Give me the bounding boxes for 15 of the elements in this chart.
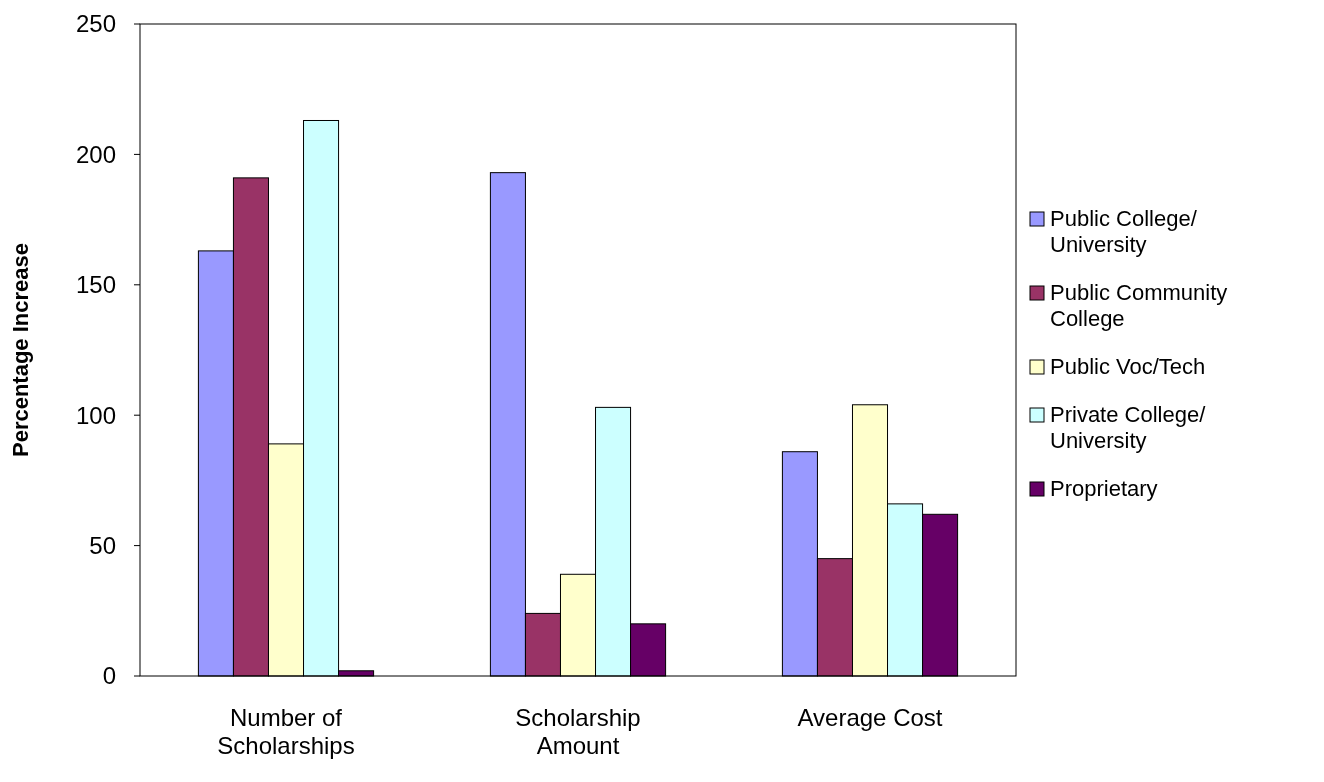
legend-label: Public College/ University — [1050, 206, 1198, 257]
y-tick-label: 0 — [102, 662, 116, 690]
y-tick-label: 150 — [75, 271, 116, 299]
x-tick-label: Number of Scholarships — [217, 704, 355, 759]
legend-label: Public Voc/Tech — [1050, 354, 1206, 379]
x-tick-label: Scholarship Amount — [515, 704, 641, 759]
y-tick-label: 100 — [75, 401, 116, 429]
x-tick-label: Average Cost — [797, 704, 943, 731]
y-axis-title: Percentage Increase — [8, 242, 33, 458]
y-tick-label: 200 — [75, 140, 116, 168]
y-tick-label: 250 — [75, 10, 116, 38]
legend-label: Proprietary — [1050, 476, 1158, 501]
legend-label: Private College/ University — [1050, 402, 1207, 453]
y-tick-label: 50 — [89, 532, 116, 559]
legend-label: Public Community College — [1050, 280, 1228, 331]
